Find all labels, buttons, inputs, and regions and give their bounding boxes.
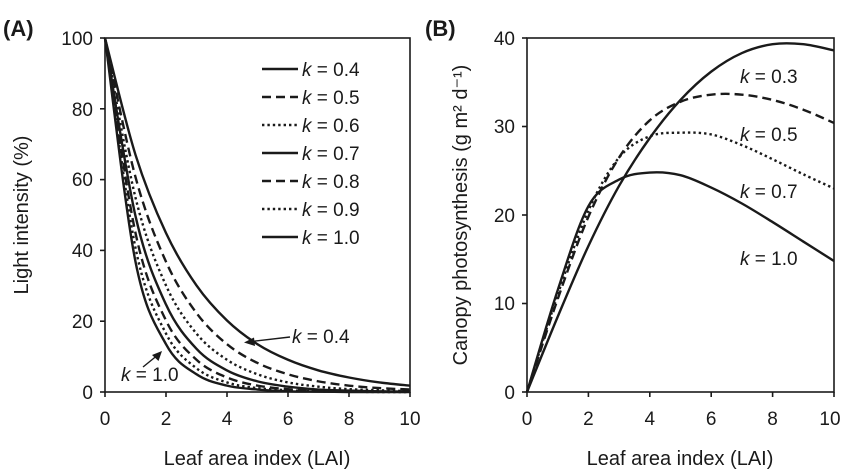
panel-a-annotation-k10: k = 1.0	[121, 351, 179, 386]
legend-entry: k = 1.0	[262, 228, 360, 249]
panel-b-y-tick-label: 10	[494, 294, 515, 315]
legend-label-text: = 0.9	[312, 200, 360, 221]
panel-a-x-tick-label: 10	[399, 409, 420, 430]
legend-label-text: = 0.7	[312, 144, 360, 165]
series-line-k-0-5	[103, 37, 411, 391]
panel-a-x-tick-labels: 0 2 4 6 8 10	[100, 409, 421, 430]
panel-b-y-tick-labels: 0 10 20 30 40	[494, 29, 515, 404]
legend-label: k = 0.8	[302, 172, 360, 193]
legend-label-text: = 1.0	[312, 228, 360, 249]
legend-entry: k = 0.9	[262, 200, 360, 221]
series-line-k-1-0	[103, 37, 410, 394]
series-line-k-0-7	[525, 131, 835, 393]
panel-b: (B) 0 2 4 6 8 10 0	[425, 16, 841, 470]
series-line-k-0-8	[103, 37, 411, 394]
legend-entry: k = 0.4	[262, 60, 360, 81]
panel-b-x-tick-labels: 0 2 4 6 8 10	[522, 409, 841, 430]
panel-a-x-tick-label: 2	[161, 409, 172, 430]
panel-a-y-tick-label: 80	[72, 100, 93, 121]
panel-a-y-tick-label: 60	[72, 170, 93, 191]
panel-a-letter: (A)	[3, 16, 34, 41]
legend-entry: k = 0.6	[262, 116, 360, 137]
panel-b-y-tick-label: 30	[494, 117, 515, 138]
legend-entry: k = 0.7	[262, 144, 360, 165]
panel-a-x-tick-label: 6	[283, 409, 294, 430]
annotation-label: k = 1.0	[121, 365, 179, 386]
legend-label-text: = 0.8	[312, 172, 360, 193]
series-line-k-0-9	[103, 37, 411, 394]
panel-b-plot-frame	[526, 37, 835, 393]
panel-b-y-tick-label: 20	[494, 206, 515, 227]
legend-label: k = 1.0	[302, 228, 360, 249]
panel-b-x-tick-label: 0	[522, 409, 533, 430]
legend-label: k = 0.6	[302, 116, 360, 137]
series-line-k-1-0	[525, 171, 835, 393]
legend-label: k = 0.7	[302, 144, 360, 165]
panel-b-letter: (B)	[425, 16, 456, 41]
panel-a-x-tick-label: 8	[344, 409, 355, 430]
legend-label-text: = 0.5	[312, 88, 360, 109]
panel-a: (A) 0 2 4 6 8 10	[3, 16, 421, 470]
panel-b-y-tick-label: 40	[494, 29, 515, 50]
legend-entry: k = 0.5	[262, 88, 360, 109]
legend-label: k = 0.4	[302, 60, 360, 81]
panel-b-x-tick-label: 10	[819, 409, 840, 430]
panel-a-y-tick-label: 0	[82, 383, 93, 404]
panel-a-y-tick-label: 100	[61, 29, 93, 50]
panel-a-y-axis-title: Light intensity (%)	[11, 136, 33, 295]
panel-a-curves	[103, 37, 411, 394]
panel-b-y-axis-title: Canopy photosynthesis (g m² d⁻¹)	[450, 65, 472, 366]
legend-label-text: = 0.6	[312, 116, 360, 137]
legend-entry: k = 0.8	[262, 172, 360, 193]
panel-b-x-tick-label: 4	[645, 409, 656, 430]
panel-a-legend: k = 0.4 k = 0.5 k = 0.6 k = 0.7 k = 0.8 …	[262, 60, 360, 249]
panel-b-curve-label: k = 1.0	[740, 249, 798, 270]
panel-b-x-ticks	[526, 392, 835, 397]
panel-b-y-ticks	[522, 37, 527, 393]
panel-b-curves	[525, 42, 835, 393]
series-line-k-0-7	[103, 37, 411, 393]
series-line-k-0-3	[525, 42, 835, 393]
panel-a-y-ticks	[100, 37, 105, 393]
panel-a-x-axis-title: Leaf area index (LAI)	[164, 448, 351, 470]
panel-a-x-tick-label: 0	[100, 409, 111, 430]
legend-label-text: = 0.4	[312, 60, 360, 81]
series-line-k-0-4	[103, 37, 411, 387]
panel-a-y-tick-label: 20	[72, 312, 93, 333]
legend-label: k = 0.5	[302, 88, 360, 109]
panel-a-plot-frame	[104, 37, 411, 393]
series-line-k-0-6	[103, 37, 411, 393]
panel-b-x-tick-label: 2	[583, 409, 594, 430]
panel-b-x-tick-label: 8	[767, 409, 778, 430]
panel-a-annotation-k04: k = 0.4	[244, 327, 350, 348]
annotation-label: k = 0.4	[292, 327, 350, 348]
panel-b-x-tick-label: 6	[706, 409, 717, 430]
panel-b-x-axis-title: Leaf area index (LAI)	[587, 448, 774, 470]
panel-a-y-tick-labels: 0 20 40 60 80 100	[61, 29, 93, 404]
legend-label: k = 0.9	[302, 200, 360, 221]
panel-a-x-ticks	[104, 392, 411, 397]
panel-a-y-tick-label: 40	[72, 241, 93, 262]
panel-b-curve-label: k = 0.5	[740, 125, 798, 146]
panel-b-curve-label: k = 0.3	[740, 67, 798, 88]
panel-b-curve-label: k = 0.7	[740, 182, 798, 203]
panel-a-x-tick-label: 4	[222, 409, 233, 430]
panel-b-y-tick-label: 0	[504, 383, 515, 404]
series-line-k-0-5	[525, 92, 835, 393]
